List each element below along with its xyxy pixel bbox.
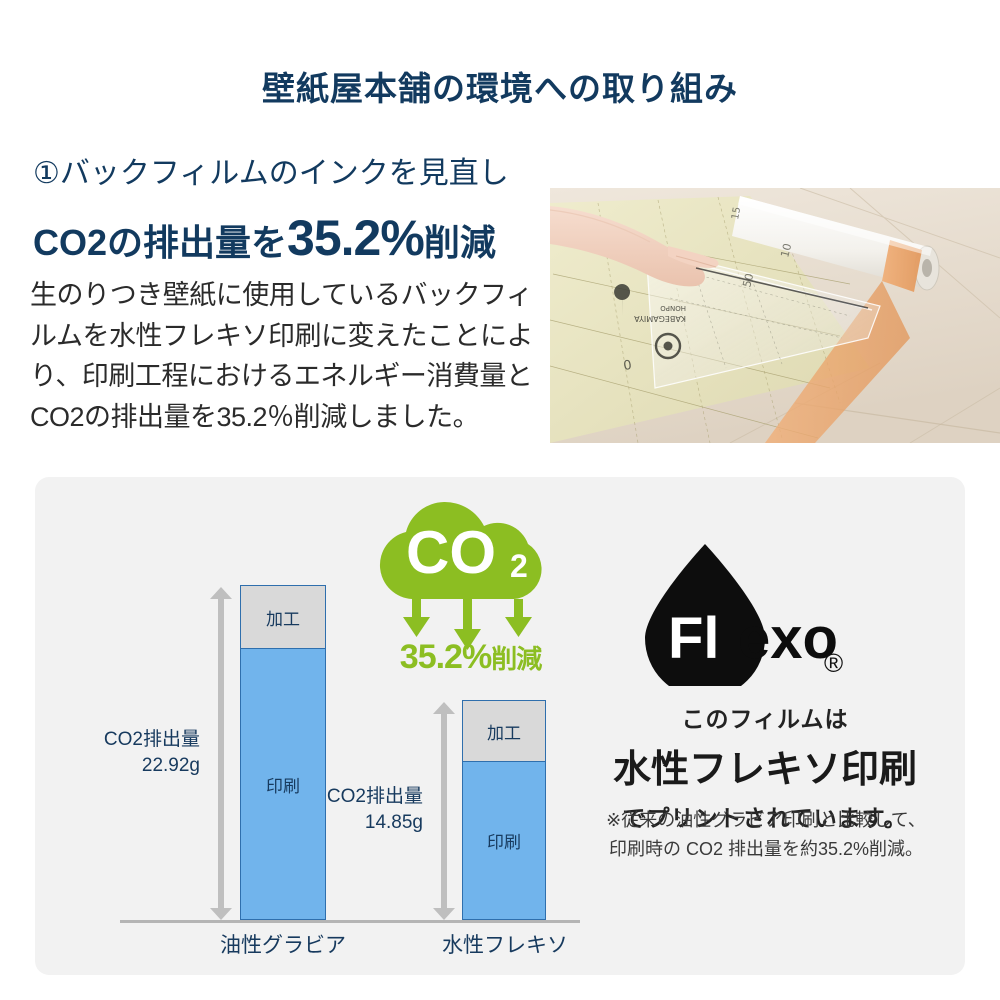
intro-lead: ①バックフィルムのインクを見直し <box>33 157 509 190</box>
flexo-line2: 水性フレキソ印刷 <box>612 749 917 791</box>
flexo-note-line1: ※従来の油性グラビア印刷と比較して、 <box>606 810 926 830</box>
co2-bar-chart: 加工 印刷 加工 印刷 CO2排出量 22.92g CO2排出量 14.85g <box>35 477 595 975</box>
bar-water-flexo: 加工 印刷 <box>462 700 546 920</box>
headline-number: 35.2% <box>287 210 425 266</box>
flexo-logo: Fl exo <box>600 536 930 698</box>
wallpaper-film-photo: KABEGAMIYA HONPO 0 50 10 15 <box>550 188 1000 443</box>
reduction-number: 35.2% <box>399 638 492 676</box>
flexo-droplet-icon: Fl exo <box>645 544 838 698</box>
flexo-note-line2: 印刷時の CO2 排出量を約35.2%削減。 <box>608 838 924 859</box>
arrow-head-down-icon <box>210 908 232 920</box>
svg-text:10: 10 <box>778 242 794 259</box>
flexo-description: このフィルムは 水性フレキソ印刷 でプリントされています。 <box>600 700 930 833</box>
chart-baseline <box>120 920 580 923</box>
value-label-title: CO2排出量 <box>326 786 423 807</box>
value-label-title: CO2排出量 <box>103 729 200 750</box>
co2-cloud-icon: CO 2 <box>379 501 542 650</box>
flexo-line3: でプリントされています。 <box>622 805 908 831</box>
arrow-head-down-icon <box>433 908 455 920</box>
reduction-callout: 35.2%削減 <box>368 638 573 677</box>
svg-text:CO: CO <box>406 519 496 586</box>
bar-oil-gravure: 加工 印刷 <box>240 585 326 920</box>
arrow-head-up-icon <box>210 587 232 599</box>
page-title: 壁紙屋本舗の環境への取り組み <box>262 70 738 107</box>
flexo-note: ※従来の油性グラビア印刷と比較して、 印刷時の CO2 排出量を約35.2%削減… <box>598 806 934 864</box>
svg-text:HONPO: HONPO <box>660 304 686 312</box>
value-label-oil-gravure: CO2排出量 22.92g <box>70 727 200 778</box>
headline-suffix: 削減 <box>423 222 496 263</box>
value-label-amount: 14.85g <box>364 811 423 833</box>
svg-text:Fl: Fl <box>668 606 720 671</box>
value-label-water-flexo: CO2排出量 14.85g <box>293 784 423 835</box>
svg-text:exo: exo <box>738 606 838 671</box>
reduction-suffix: 削減 <box>491 644 542 674</box>
bar-segment-processing: 加工 <box>463 701 545 763</box>
headline-prefix: CO2の排出量を <box>33 222 288 263</box>
registered-trademark-mark: ® <box>824 648 844 678</box>
svg-text:KABEGAMIYA: KABEGAMIYA <box>634 314 686 323</box>
bar-segment-printing: 印刷 <box>463 762 545 919</box>
svg-text:2: 2 <box>510 548 528 584</box>
arrow-head-up-icon <box>433 702 455 714</box>
measure-arrow-water-flexo <box>433 702 455 920</box>
flexo-line1: このフィルムは <box>681 706 849 732</box>
svg-text:15: 15 <box>730 206 743 220</box>
measure-arrow-oil-gravure <box>210 587 232 920</box>
category-label-water-flexo: 水性フレキソ <box>442 934 568 957</box>
svg-text:0: 0 <box>622 358 632 374</box>
arrow-shaft <box>218 596 224 911</box>
bar-segment-printing: 印刷 <box>241 649 325 919</box>
arrow-shaft <box>441 711 447 911</box>
category-label-oil-gravure: 油性グラビア <box>220 934 346 957</box>
intro-body-text: 生のりつき壁紙に使用しているバックフィルムを水性フレキソ印刷に変えたことにより、… <box>30 280 533 432</box>
bar-segment-processing: 加工 <box>241 586 325 650</box>
co2-cloud-graphic: CO 2 <box>368 495 573 680</box>
value-label-amount: 22.92g <box>141 754 200 776</box>
photo-illustration: KABEGAMIYA HONPO 0 50 10 15 <box>550 188 1000 443</box>
intro-headline: CO2の排出量を35.2%削減 <box>33 208 563 268</box>
